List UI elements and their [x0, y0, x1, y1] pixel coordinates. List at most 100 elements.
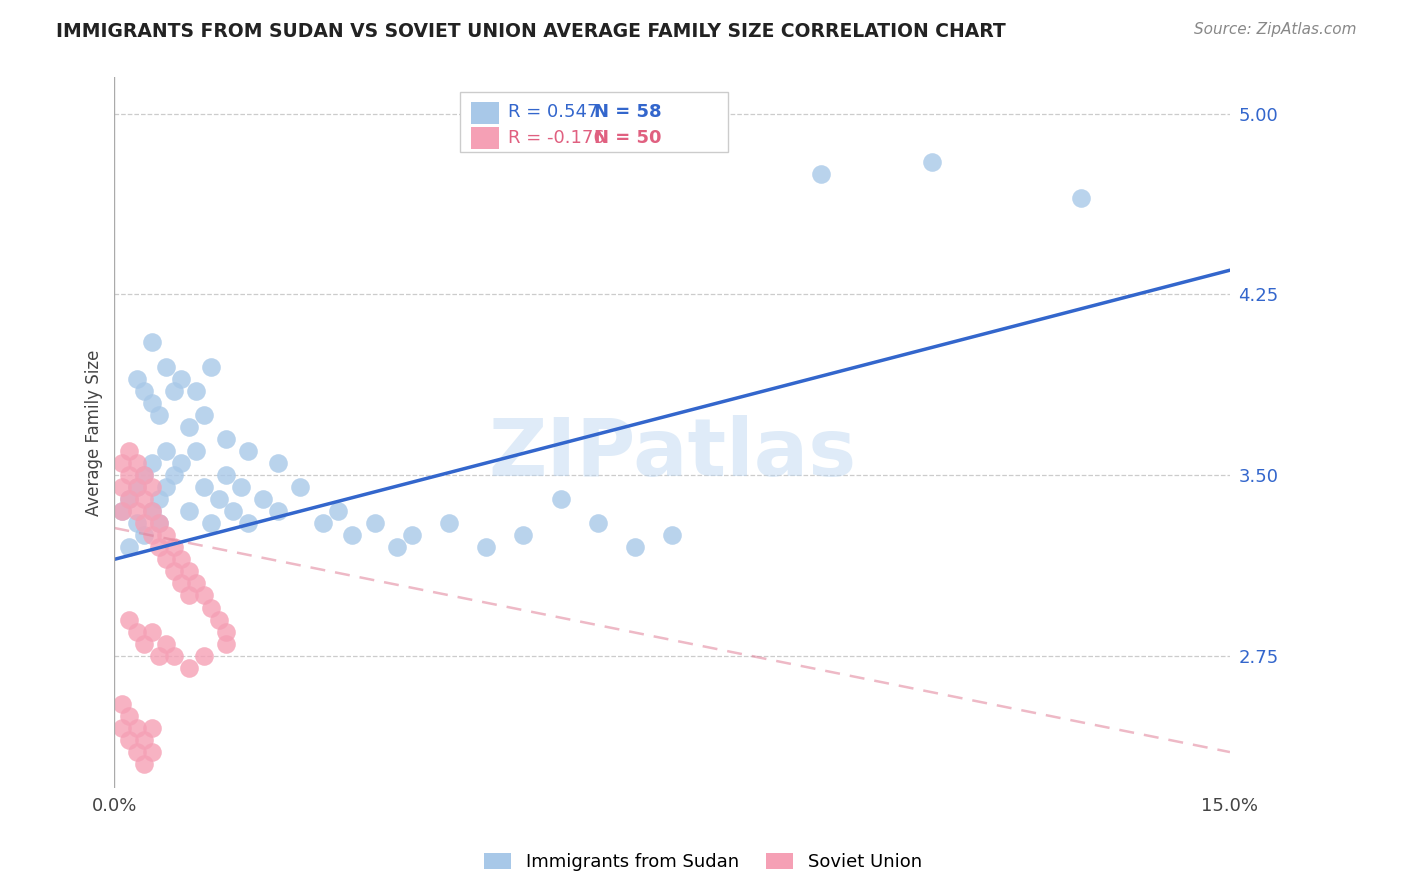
- Point: [134, 468, 156, 483]
- Point: [125, 371, 148, 385]
- Point: [215, 637, 238, 651]
- Text: IMMIGRANTS FROM SUDAN VS SOVIET UNION AVERAGE FAMILY SIZE CORRELATION CHART: IMMIGRANTS FROM SUDAN VS SOVIET UNION AV…: [56, 22, 1005, 41]
- Point: [141, 504, 163, 518]
- Point: [512, 528, 534, 542]
- Point: [118, 733, 141, 747]
- Point: [290, 480, 312, 494]
- Point: [118, 468, 141, 483]
- Point: [207, 492, 229, 507]
- Point: [238, 516, 260, 531]
- Y-axis label: Average Family Size: Average Family Size: [86, 350, 103, 516]
- Point: [155, 637, 177, 651]
- Point: [118, 492, 141, 507]
- Point: [661, 528, 683, 542]
- Point: [125, 480, 148, 494]
- Text: N = 58: N = 58: [595, 103, 662, 121]
- FancyBboxPatch shape: [471, 103, 499, 124]
- Point: [401, 528, 423, 542]
- Point: [118, 541, 141, 555]
- Point: [177, 589, 200, 603]
- Point: [170, 371, 193, 385]
- Text: Source: ZipAtlas.com: Source: ZipAtlas.com: [1194, 22, 1357, 37]
- Point: [163, 541, 186, 555]
- Point: [624, 541, 647, 555]
- Point: [118, 709, 141, 723]
- Point: [193, 408, 215, 422]
- Text: R = 0.547: R = 0.547: [508, 103, 599, 121]
- Point: [475, 541, 498, 555]
- Point: [155, 443, 177, 458]
- Point: [141, 395, 163, 409]
- Point: [155, 552, 177, 566]
- Point: [155, 359, 177, 374]
- Point: [267, 504, 290, 518]
- Point: [125, 745, 148, 759]
- Point: [177, 504, 200, 518]
- Point: [141, 335, 163, 350]
- FancyBboxPatch shape: [471, 128, 499, 149]
- Point: [148, 492, 170, 507]
- Point: [134, 516, 156, 531]
- Point: [163, 468, 186, 483]
- Point: [111, 456, 134, 470]
- Point: [177, 565, 200, 579]
- Point: [437, 516, 460, 531]
- Point: [148, 516, 170, 531]
- Point: [134, 637, 156, 651]
- Point: [921, 154, 943, 169]
- Text: R = -0.176: R = -0.176: [508, 128, 605, 147]
- Point: [141, 480, 163, 494]
- Point: [550, 492, 572, 507]
- FancyBboxPatch shape: [460, 92, 728, 152]
- Point: [229, 480, 252, 494]
- Point: [125, 624, 148, 639]
- Point: [238, 443, 260, 458]
- Point: [111, 504, 134, 518]
- Point: [163, 565, 186, 579]
- Point: [125, 721, 148, 735]
- Point: [111, 697, 134, 711]
- Point: [163, 384, 186, 398]
- Point: [155, 480, 177, 494]
- Point: [342, 528, 364, 542]
- Point: [134, 528, 156, 542]
- Point: [134, 492, 156, 507]
- Text: ZIPatlas: ZIPatlas: [488, 415, 856, 493]
- Point: [141, 504, 163, 518]
- Point: [186, 443, 208, 458]
- Point: [141, 456, 163, 470]
- Point: [385, 541, 408, 555]
- Point: [148, 648, 170, 663]
- Point: [326, 504, 349, 518]
- Point: [111, 480, 134, 494]
- Point: [186, 576, 208, 591]
- Point: [193, 480, 215, 494]
- Point: [125, 504, 148, 518]
- Point: [118, 492, 141, 507]
- Point: [222, 504, 245, 518]
- Point: [134, 384, 156, 398]
- Point: [193, 589, 215, 603]
- Point: [134, 733, 156, 747]
- Point: [155, 528, 177, 542]
- Point: [364, 516, 387, 531]
- Point: [215, 432, 238, 446]
- Point: [1070, 191, 1092, 205]
- Point: [170, 576, 193, 591]
- Point: [170, 552, 193, 566]
- Point: [207, 613, 229, 627]
- Point: [148, 516, 170, 531]
- Legend: Immigrants from Sudan, Soviet Union: Immigrants from Sudan, Soviet Union: [477, 846, 929, 879]
- Point: [111, 504, 134, 518]
- Point: [141, 745, 163, 759]
- Point: [810, 167, 832, 181]
- Point: [267, 456, 290, 470]
- Point: [118, 443, 141, 458]
- Point: [141, 721, 163, 735]
- Point: [163, 648, 186, 663]
- Point: [200, 359, 222, 374]
- Point: [586, 516, 609, 531]
- Point: [200, 516, 222, 531]
- Point: [148, 541, 170, 555]
- Point: [252, 492, 274, 507]
